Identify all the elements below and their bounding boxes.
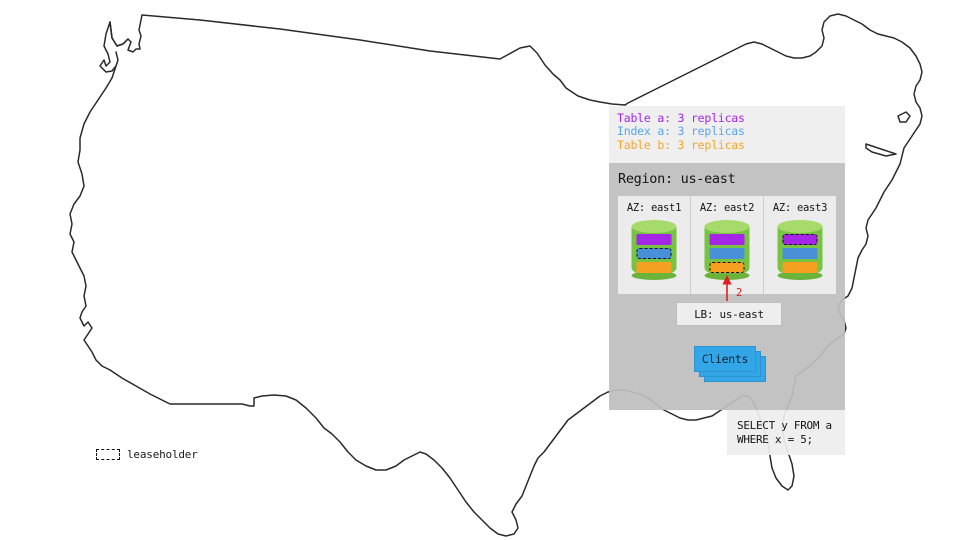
replica-stack-east1 [636, 234, 672, 276]
replica-bar-table-b [782, 262, 818, 273]
clients-stack[interactable]: Clients [694, 346, 766, 382]
replica-bar-table-a [636, 234, 672, 245]
db-cylinder-east1 [631, 220, 677, 280]
cylinder-base [777, 271, 823, 280]
leaseholder-dashed-swatch-icon [96, 449, 120, 460]
replica-bar-index-a [782, 248, 818, 259]
replica-bar-table-a [709, 234, 745, 245]
replica-legend-panel: Table a: 3 replicas Index a: 3 replicas … [609, 106, 845, 163]
sql-query-box: SELECT y FROM a WHERE x = 5; [727, 410, 845, 455]
replica-bar-index-a [636, 248, 672, 259]
leaseholder-legend-label: leaseholder [127, 448, 198, 461]
sql-line-1: SELECT y FROM a [737, 419, 832, 432]
az-label-east3: AZ: east3 [772, 202, 828, 214]
cylinder-top [631, 220, 677, 233]
replica-bar-index-a [709, 248, 745, 259]
az-cell-east2[interactable]: AZ: east2 [691, 196, 764, 294]
az-cell-east3[interactable]: AZ: east3 [764, 196, 836, 294]
clients-label: Clients [701, 352, 749, 366]
load-balancer-label: LB: us-east [694, 307, 764, 321]
cylinder-top [704, 220, 750, 233]
replica-stack-east2 [709, 234, 745, 276]
load-balancer-box[interactable]: LB: us-east [676, 302, 782, 326]
arrow-hop-count: 2 [736, 287, 743, 299]
leaseholder-legend: leaseholder [96, 448, 198, 461]
replica-bar-table-b [709, 262, 745, 273]
replica-stack-east3 [782, 234, 818, 276]
az-label-east2: AZ: east2 [699, 202, 755, 214]
availability-zone-container: AZ: east1 AZ: east2 [618, 196, 836, 294]
client-card-front[interactable]: Clients [694, 346, 756, 372]
cylinder-top [777, 220, 823, 233]
db-cylinder-east3 [777, 220, 823, 280]
legend-line-index-a: Index a: 3 replicas [617, 124, 745, 139]
replica-bar-table-a [782, 234, 818, 245]
region-title: Region: us-east [618, 171, 736, 187]
sql-line-2: WHERE x = 5; [737, 432, 813, 446]
cylinder-base [631, 271, 677, 280]
db-cylinder-east2 [704, 220, 750, 280]
az-cell-east1[interactable]: AZ: east1 [618, 196, 691, 294]
az-label-east1: AZ: east1 [626, 202, 682, 214]
legend-line-table-a: Table a: 3 replicas [617, 111, 745, 125]
legend-line-table-b: Table b: 3 replicas [617, 137, 745, 152]
replica-bar-table-b [636, 262, 672, 273]
region-panel-us-east: Region: us-east AZ: east1 AZ: [609, 163, 845, 410]
